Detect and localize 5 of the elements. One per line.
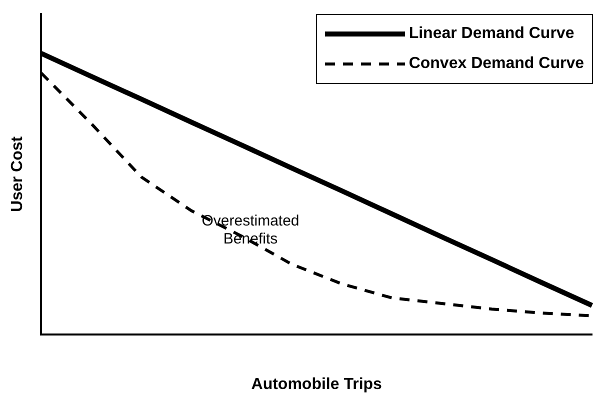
legend-label: Convex Demand Curve	[408, 54, 584, 74]
annotation: Overestimated Benefits	[202, 212, 300, 248]
legend-label: Linear Demand Curve	[408, 24, 574, 44]
y-axis-title: User Cost	[9, 136, 26, 212]
x-axis-title: Automobile Trips	[251, 376, 382, 393]
